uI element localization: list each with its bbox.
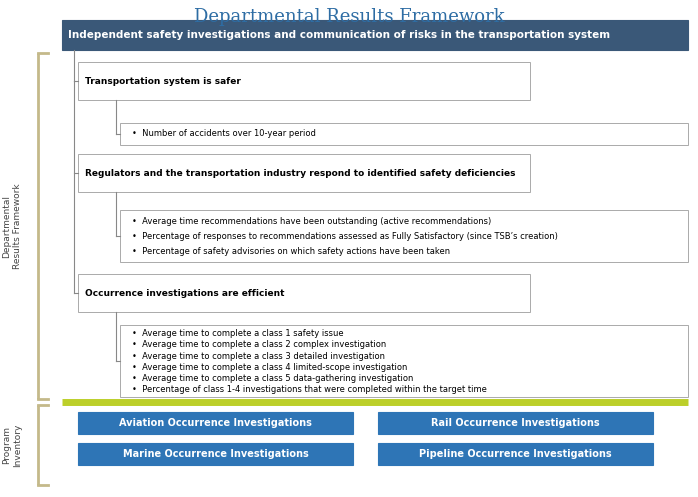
Text: Aviation Occurrence Investigations: Aviation Occurrence Investigations xyxy=(119,418,312,428)
Text: Rail Occurrence Investigations: Rail Occurrence Investigations xyxy=(431,418,600,428)
Text: Independent safety investigations and communication of risks in the transportati: Independent safety investigations and co… xyxy=(68,30,610,40)
Text: Occurrence investigations are efficient: Occurrence investigations are efficient xyxy=(85,288,285,298)
FancyBboxPatch shape xyxy=(78,412,353,434)
Text: •  Number of accidents over 10-year period: • Number of accidents over 10-year perio… xyxy=(132,130,316,139)
FancyBboxPatch shape xyxy=(378,443,653,465)
FancyBboxPatch shape xyxy=(78,62,530,100)
Text: Regulators and the transportation industry respond to identified safety deficien: Regulators and the transportation indust… xyxy=(85,168,516,177)
Text: Marine Occurrence Investigations: Marine Occurrence Investigations xyxy=(123,449,309,459)
FancyBboxPatch shape xyxy=(120,123,688,145)
FancyBboxPatch shape xyxy=(62,20,688,50)
Text: •  Percentage of class 1-4 investigations that were completed within the target : • Percentage of class 1-4 investigations… xyxy=(132,385,487,394)
Text: Transportation system is safer: Transportation system is safer xyxy=(85,77,241,85)
Text: Program
Inventory: Program Inventory xyxy=(2,423,22,467)
Text: •  Percentage of responses to recommendations assessed as Fully Satisfactory (si: • Percentage of responses to recommendat… xyxy=(132,232,558,241)
Text: •  Average time to complete a class 5 data-gathering investigation: • Average time to complete a class 5 dat… xyxy=(132,374,413,383)
Text: •  Average time to complete a class 3 detailed investigation: • Average time to complete a class 3 det… xyxy=(132,351,385,360)
Text: Pipeline Occurrence Investigations: Pipeline Occurrence Investigations xyxy=(419,449,612,459)
Text: Departmental Results Framework: Departmental Results Framework xyxy=(193,8,505,26)
FancyBboxPatch shape xyxy=(120,210,688,262)
Text: Departmental
Results Framework: Departmental Results Framework xyxy=(2,183,22,269)
FancyBboxPatch shape xyxy=(378,412,653,434)
Text: •  Average time to complete a class 2 complex investigation: • Average time to complete a class 2 com… xyxy=(132,340,386,349)
Text: •  Average time to complete a class 4 limited-scope investigation: • Average time to complete a class 4 lim… xyxy=(132,363,408,372)
FancyBboxPatch shape xyxy=(120,325,688,397)
Text: •  Average time recommendations have been outstanding (active recommendations): • Average time recommendations have been… xyxy=(132,217,491,227)
Text: •  Average time to complete a class 1 safety issue: • Average time to complete a class 1 saf… xyxy=(132,330,343,338)
FancyBboxPatch shape xyxy=(78,154,530,192)
Text: •  Percentage of safety advisories on which safety actions have been taken: • Percentage of safety advisories on whi… xyxy=(132,247,450,256)
FancyBboxPatch shape xyxy=(78,274,530,312)
FancyBboxPatch shape xyxy=(78,443,353,465)
